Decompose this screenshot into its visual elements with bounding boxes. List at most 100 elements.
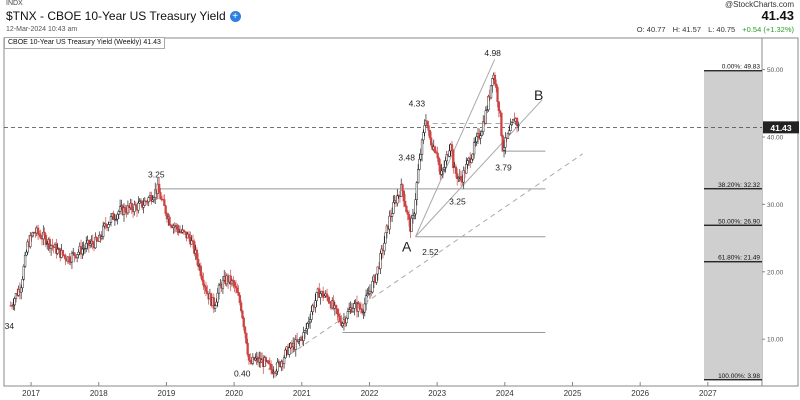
last-price-marker-label: 41.43 (770, 123, 792, 133)
candle-body (239, 302, 243, 312)
candle-body (452, 150, 455, 168)
candle-body (87, 239, 91, 246)
ohlc-readout: O: 40.77 H: 41.57 L: 40.75 +0.54 (+1.32%… (632, 25, 794, 34)
price-annotation: 34 (5, 321, 15, 331)
candle-body (485, 109, 489, 111)
candle-body (51, 244, 54, 247)
candle-body (268, 363, 271, 365)
candle-body (341, 323, 344, 326)
candle-body (403, 200, 407, 207)
candle-body (475, 136, 478, 143)
candle-body (327, 296, 330, 302)
trend-line (415, 59, 496, 237)
candle-body (508, 130, 511, 135)
candle-body (190, 240, 193, 245)
candle-body (334, 305, 338, 310)
candle-body (430, 137, 433, 146)
last-price-marker (763, 121, 799, 134)
candle-body (22, 266, 25, 280)
candle-body (358, 303, 361, 309)
candle-body (388, 215, 391, 230)
candle-body (117, 211, 120, 215)
candle-body (383, 242, 386, 252)
candle-body (515, 118, 519, 127)
candle-body (441, 168, 445, 172)
candle-body (392, 202, 395, 214)
candle-body (77, 251, 80, 255)
candle-body (150, 195, 153, 202)
candle-body (489, 85, 493, 99)
candle-body (423, 125, 426, 133)
candle-body (413, 213, 416, 216)
candle-body (118, 206, 122, 212)
candle-body (232, 280, 235, 283)
candle-body (81, 248, 84, 255)
last-price: 41.43 (761, 8, 794, 23)
candle-body (371, 281, 374, 293)
candle-body (448, 150, 451, 157)
candle-body (406, 211, 409, 215)
candle-body (202, 279, 205, 286)
candle-body (251, 356, 254, 364)
candle-body (495, 83, 498, 88)
candle-body (163, 199, 166, 206)
candle-body (241, 310, 244, 319)
candle-body (176, 225, 179, 230)
candle-body (375, 273, 378, 283)
candle-body (482, 121, 485, 132)
candle-body (450, 144, 454, 151)
candle-body (83, 247, 87, 250)
candle-body (49, 244, 53, 249)
candle-body (311, 305, 314, 312)
candle-body (238, 295, 241, 303)
candle-body (497, 101, 500, 111)
candle-body (130, 203, 133, 210)
candle-body (367, 293, 370, 295)
candle-body (390, 213, 394, 217)
candle-body (502, 147, 506, 151)
candle-body (418, 158, 421, 170)
candle-body (39, 234, 42, 239)
candle-body (496, 87, 499, 103)
candle-body (362, 311, 365, 314)
price-annotation: 3.25 (148, 169, 165, 179)
candle-body (159, 192, 162, 200)
candle-body (479, 135, 482, 139)
candle-body (269, 363, 273, 370)
candle-body (336, 308, 339, 315)
price-annotation: 0.40 (234, 368, 251, 378)
candle-body (36, 227, 40, 235)
candle-body (288, 347, 291, 355)
price-annotation: 3.48 (398, 153, 415, 163)
candle-body (401, 184, 404, 192)
candle-body (509, 124, 512, 131)
candle-body (142, 205, 145, 208)
candle-body (308, 319, 312, 323)
candle-body (305, 328, 308, 332)
candle-body (346, 311, 350, 319)
candle-body (217, 284, 221, 294)
candle-body (459, 176, 463, 181)
candle-body (275, 370, 278, 374)
plus-circle-icon[interactable]: + (229, 11, 241, 22)
candle-body (21, 279, 24, 289)
candle-body (443, 167, 446, 170)
fib-level-label: 100.00%: 3.98 (718, 373, 760, 380)
candle-body (405, 205, 408, 213)
x-tick-label: 2019 (158, 389, 176, 398)
price-annotation: 4.98 (484, 48, 501, 58)
symbol-title-row: $TNX - CBOE 10-Year US Treasury Yield + (6, 9, 241, 23)
fib-level-label: 50.00%: 26.90 (718, 218, 760, 225)
candle-body (199, 265, 202, 276)
candle-body (310, 311, 313, 320)
candle-body (419, 154, 422, 160)
candle-body (465, 163, 468, 174)
candle-body (368, 290, 372, 295)
candle-body (64, 255, 67, 260)
candle-body (91, 240, 94, 245)
y-tick-label: 40.00 (767, 134, 784, 141)
candle-body (319, 293, 322, 298)
candle-body (471, 153, 474, 160)
y-tick-label: 30.00 (767, 202, 784, 209)
